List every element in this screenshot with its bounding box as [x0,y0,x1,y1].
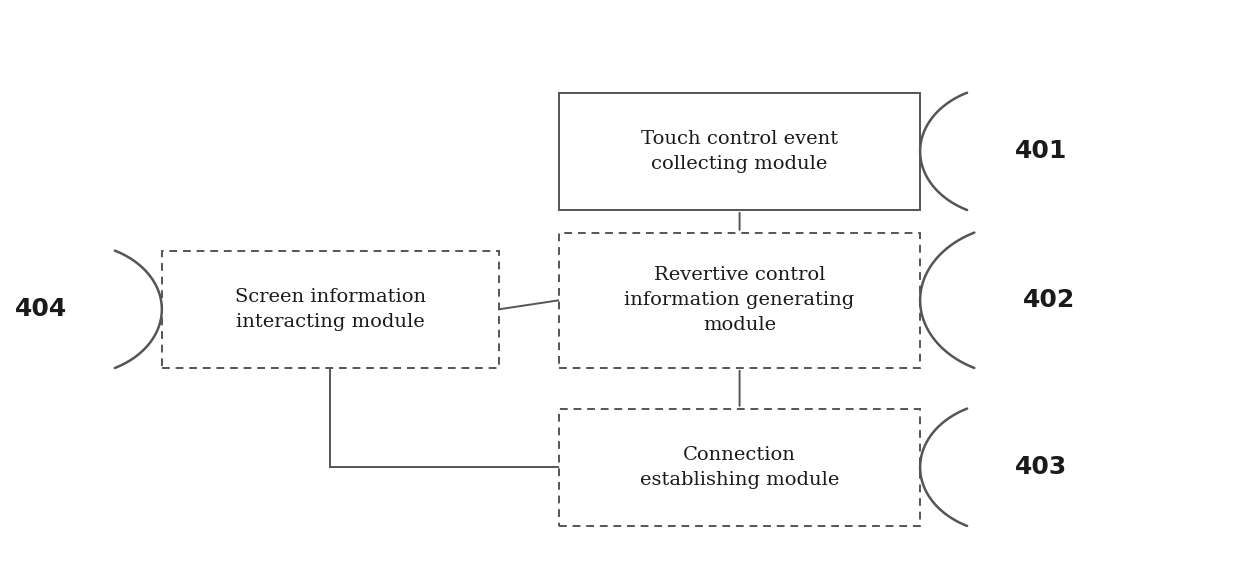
Bar [559,92,920,210]
Text: Connection
establishing module: Connection establishing module [640,446,839,489]
Text: 404: 404 [15,297,67,321]
Bar [559,232,920,368]
Bar [559,409,920,526]
Text: Screen information
interacting module: Screen information interacting module [234,288,425,331]
Bar [162,251,498,368]
Text: Revertive control
information generating
module: Revertive control information generating… [625,266,854,334]
Text: Touch control event
collecting module: Touch control event collecting module [641,130,838,173]
Text: 402: 402 [1023,288,1075,312]
Text: 401: 401 [1016,139,1068,164]
Text: 403: 403 [1016,455,1068,479]
